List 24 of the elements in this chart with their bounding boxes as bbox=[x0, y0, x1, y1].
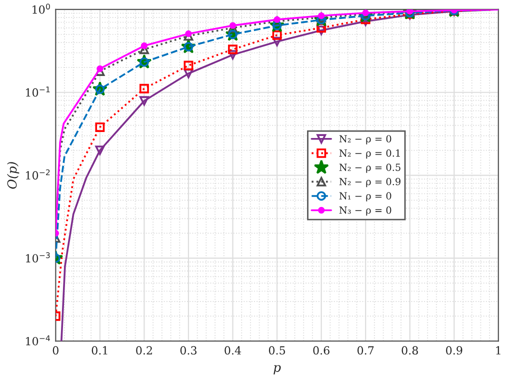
x-tick-label: 0.8 bbox=[402, 346, 418, 355]
legend-label: N₁ − ρ = 0 bbox=[339, 192, 392, 202]
y-tick-label: 10$^{−2}$ bbox=[26, 169, 50, 180]
y-tick-label: 10$^{0}$ bbox=[32, 4, 50, 14]
legend-label: N₂ − ρ = 0.9 bbox=[339, 178, 400, 188]
legend-label: N₂ − ρ = 0 bbox=[339, 135, 392, 144]
x-tick-label: 0.3 bbox=[180, 346, 196, 355]
x-tick-label: 0.7 bbox=[357, 346, 374, 355]
x-tick-label: 0.6 bbox=[313, 346, 330, 355]
x-tick-label: 0 bbox=[52, 346, 58, 355]
x-tick-label: 0.2 bbox=[136, 346, 152, 355]
x-tick-label: 1 bbox=[496, 346, 500, 354]
x-axis-title: p bbox=[274, 365, 281, 374]
y-tick-label: 10$^{−3}$ bbox=[26, 252, 50, 262]
legend-label: N₂ − ρ = 0.1 bbox=[339, 149, 400, 159]
y-tick-label: 10$^{−4}$ bbox=[26, 335, 50, 346]
legend-label: N₃ − ρ = 0 bbox=[339, 206, 392, 216]
x-tick-label: 0.4 bbox=[224, 346, 242, 355]
x-tick-label: 0.9 bbox=[446, 346, 462, 355]
y-tick-label: 10$^{−1}$ bbox=[26, 86, 50, 97]
legend-label: N₂ − ρ = 0.5 bbox=[339, 164, 400, 173]
x-tick-label: 0.5 bbox=[268, 346, 286, 355]
y-axis-title: O(p) bbox=[7, 162, 20, 189]
x-tick-label: 0.1 bbox=[92, 346, 108, 355]
